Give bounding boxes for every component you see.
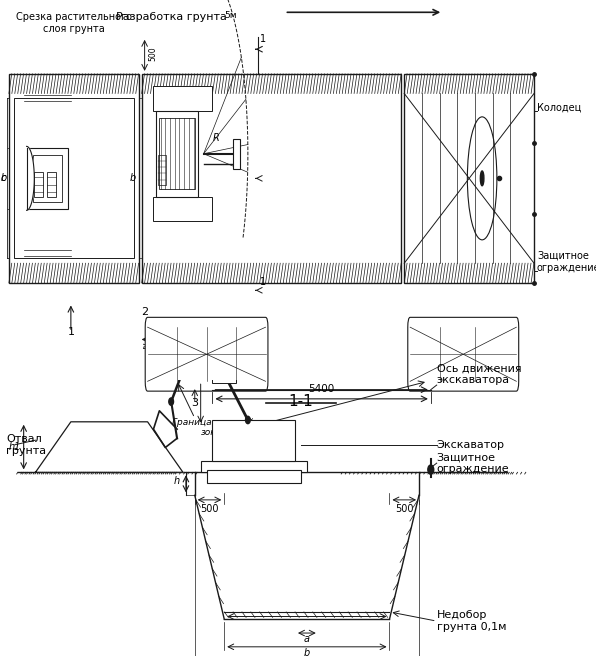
Text: b: b [1, 173, 7, 183]
Bar [157, 155, 166, 184]
Text: Разработка грунта: Разработка грунта [116, 12, 226, 22]
Text: Отвал
грунта: Отвал грунта [6, 434, 46, 455]
Bar [142, 73, 401, 283]
Text: Колодец: Колодец [537, 103, 581, 113]
Text: ≥10 м: ≥10 м [142, 342, 171, 352]
Text: h1: h1 [8, 441, 21, 451]
Bar [207, 470, 301, 483]
Bar [27, 148, 68, 209]
Text: R: R [212, 133, 219, 144]
Text: 5400: 5400 [309, 384, 335, 394]
Text: Граница опасной
зоны: Граница опасной зоны [172, 418, 253, 438]
Text: Защитное
ограждение: Защитное ограждение [437, 453, 510, 474]
Text: 3: 3 [191, 398, 198, 408]
Text: 1: 1 [260, 34, 266, 44]
Text: 1: 1 [67, 327, 74, 337]
Bar [47, 172, 56, 197]
Text: Недобор
грунта 0,1м: Недобор грунта 0,1м [437, 610, 506, 632]
Bar [233, 139, 240, 169]
Text: 1-1: 1-1 [288, 394, 313, 409]
Bar [159, 118, 195, 190]
Text: b: b [130, 173, 136, 183]
Bar [34, 172, 42, 197]
Bar [154, 197, 212, 221]
Bar [33, 155, 62, 202]
Text: h: h [174, 476, 180, 486]
FancyBboxPatch shape [408, 318, 519, 391]
Circle shape [428, 465, 434, 474]
Circle shape [480, 171, 484, 186]
Text: 2: 2 [141, 307, 148, 317]
Text: 500: 500 [149, 47, 158, 62]
Text: b: b [304, 648, 310, 656]
Text: c: c [1, 173, 7, 183]
Circle shape [222, 371, 226, 378]
Text: 500: 500 [395, 504, 414, 514]
Circle shape [246, 417, 250, 424]
Text: Защитное
ограждение: Защитное ограждение [537, 251, 596, 273]
Text: Срезка растительного
слоя грунта: Срезка растительного слоя грунта [16, 12, 132, 34]
Bar [201, 461, 307, 472]
Text: Экскаватор: Экскаватор [437, 440, 505, 450]
Text: a: a [304, 634, 310, 644]
Circle shape [187, 352, 191, 359]
Circle shape [169, 398, 173, 405]
Bar [154, 86, 212, 111]
Bar [404, 73, 534, 283]
Text: Ось движения
экскаватора: Ось движения экскаватора [437, 363, 522, 385]
FancyBboxPatch shape [145, 318, 268, 391]
Text: 5м: 5м [224, 11, 237, 20]
Bar [156, 111, 198, 197]
Bar [212, 372, 236, 383]
Bar [14, 98, 134, 258]
Text: 500: 500 [200, 504, 219, 514]
Polygon shape [35, 422, 183, 472]
Bar [212, 420, 295, 461]
Bar [9, 73, 139, 283]
Text: 1: 1 [260, 277, 266, 287]
Polygon shape [27, 146, 35, 211]
